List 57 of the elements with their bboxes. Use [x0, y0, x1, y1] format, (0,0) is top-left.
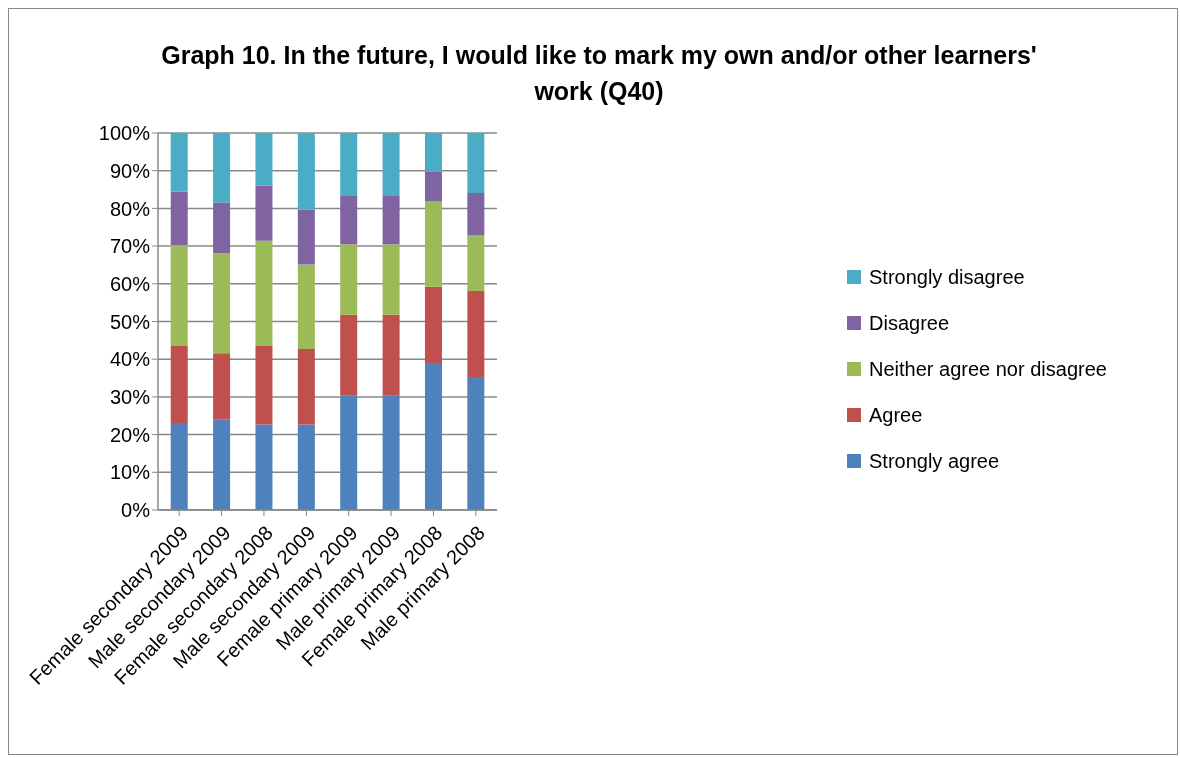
y-tick-label: 90% [109, 159, 151, 182]
legend-label: Agree [869, 403, 923, 427]
legend-label: Strongly agree [869, 449, 1000, 473]
bar [382, 244, 400, 315]
y-tick-label: 50% [109, 310, 151, 333]
bar [340, 244, 358, 315]
bar [340, 133, 358, 196]
bar [382, 195, 400, 245]
bar [297, 349, 315, 425]
legend-label: Disagree [869, 311, 950, 335]
bar [213, 419, 231, 510]
bar [424, 362, 442, 510]
bar [467, 133, 485, 193]
bar [424, 286, 442, 363]
y-tick-label: 10% [109, 461, 151, 484]
bar [170, 422, 188, 510]
legend-label: Neither agree nor disagree [869, 357, 1107, 381]
bar [340, 314, 358, 396]
bar [170, 133, 188, 192]
y-tick-label: 20% [109, 423, 151, 446]
y-tick-label: 80% [109, 197, 151, 220]
y-tick-label: 100% [98, 122, 151, 145]
bar [297, 424, 315, 510]
bar [255, 133, 273, 186]
bar [424, 171, 442, 202]
text: Graph 10. In the future, I would like to mark my own and/or other learners' work (Q40) [160, 40, 1038, 107]
bar [213, 133, 231, 203]
y-tick-label: 70% [109, 235, 151, 258]
bar [255, 185, 273, 241]
y-tick-label: 30% [109, 386, 151, 408]
bar [382, 133, 400, 196]
bar [213, 202, 231, 254]
bar [213, 353, 231, 420]
bar [297, 264, 315, 350]
bar [340, 395, 358, 510]
y-tick-label: 40% [109, 348, 151, 371]
bar [297, 209, 315, 265]
bar [170, 244, 188, 347]
bar [297, 133, 315, 210]
bar [467, 290, 485, 377]
bar [255, 240, 273, 347]
bar [382, 314, 400, 396]
bar [170, 191, 188, 245]
bar [213, 253, 231, 354]
bar [424, 201, 442, 287]
y-tick-label: 60% [109, 272, 151, 295]
bar [467, 192, 485, 236]
bar [170, 346, 188, 423]
bar [467, 235, 485, 291]
bar [255, 424, 273, 510]
y-tick-label: 0% [121, 499, 151, 522]
bar [467, 376, 485, 510]
bar [340, 195, 358, 245]
bar [382, 395, 400, 510]
bar [255, 346, 273, 425]
bar [424, 133, 442, 172]
legend-label: Strongly disagree [869, 265, 1025, 289]
